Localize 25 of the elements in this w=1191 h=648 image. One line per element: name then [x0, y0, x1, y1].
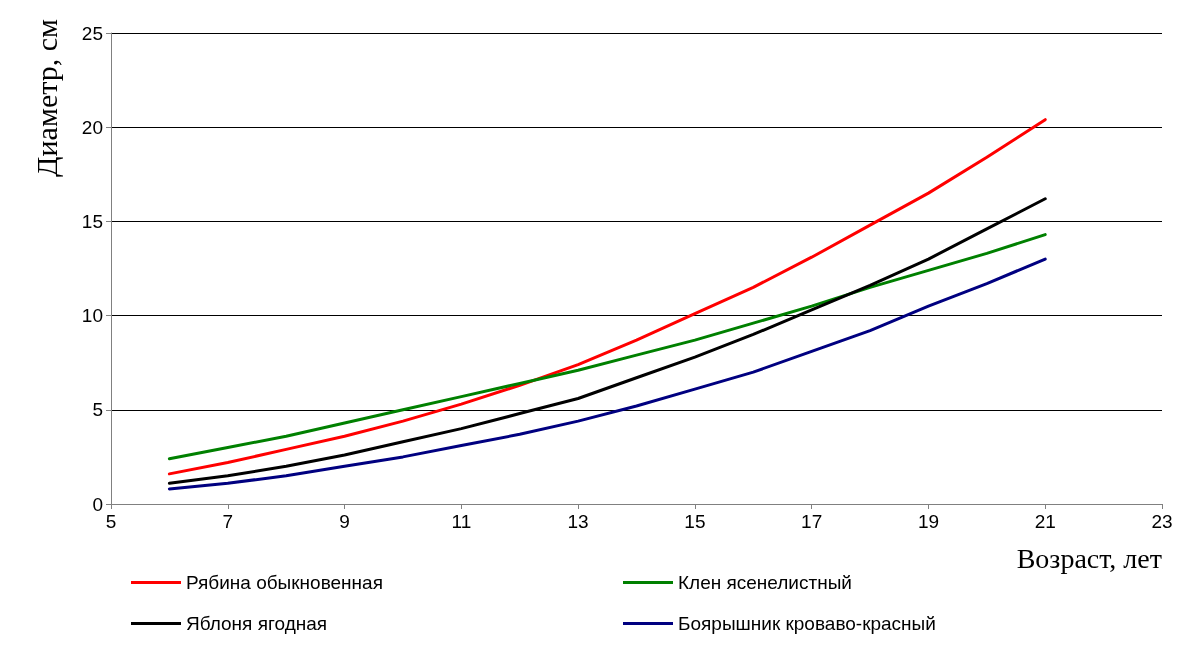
x-tick-label: 21	[1034, 511, 1056, 532]
line-series	[167, 118, 1047, 476]
x-tick-label: 11	[451, 511, 472, 532]
y-axis-title: Диаметр, см	[29, 19, 63, 177]
x-tick-label: 23	[1151, 511, 1173, 532]
y-tick-label: 5	[92, 399, 103, 421]
x-tick-label: 17	[801, 511, 823, 532]
x-tick-label: 15	[684, 511, 706, 532]
x-tick-label: 19	[917, 511, 940, 532]
y-tick-label: 15	[81, 210, 103, 232]
x-tick-label: 7	[222, 511, 234, 532]
y-tick-label: 10	[81, 305, 103, 327]
legend-label: Боярышник кроваво-красный	[678, 613, 936, 634]
legend-label: Клен ясенелистный	[678, 572, 852, 593]
y-tick-label: 20	[81, 116, 103, 138]
y-tick-label: 0	[92, 493, 103, 515]
legend-label: Рябина обыкновенная	[186, 572, 383, 593]
x-tick-label: 13	[567, 511, 589, 532]
x-tick-label: 9	[339, 511, 350, 532]
x-tick-label: 5	[105, 511, 117, 532]
x-axis-title: Возраст, лет	[1016, 542, 1162, 574]
legend-label: Яблоня ягодная	[186, 613, 328, 634]
y-tick-label: 25	[81, 22, 103, 44]
line-series	[167, 233, 1047, 461]
line-series	[167, 257, 1047, 491]
